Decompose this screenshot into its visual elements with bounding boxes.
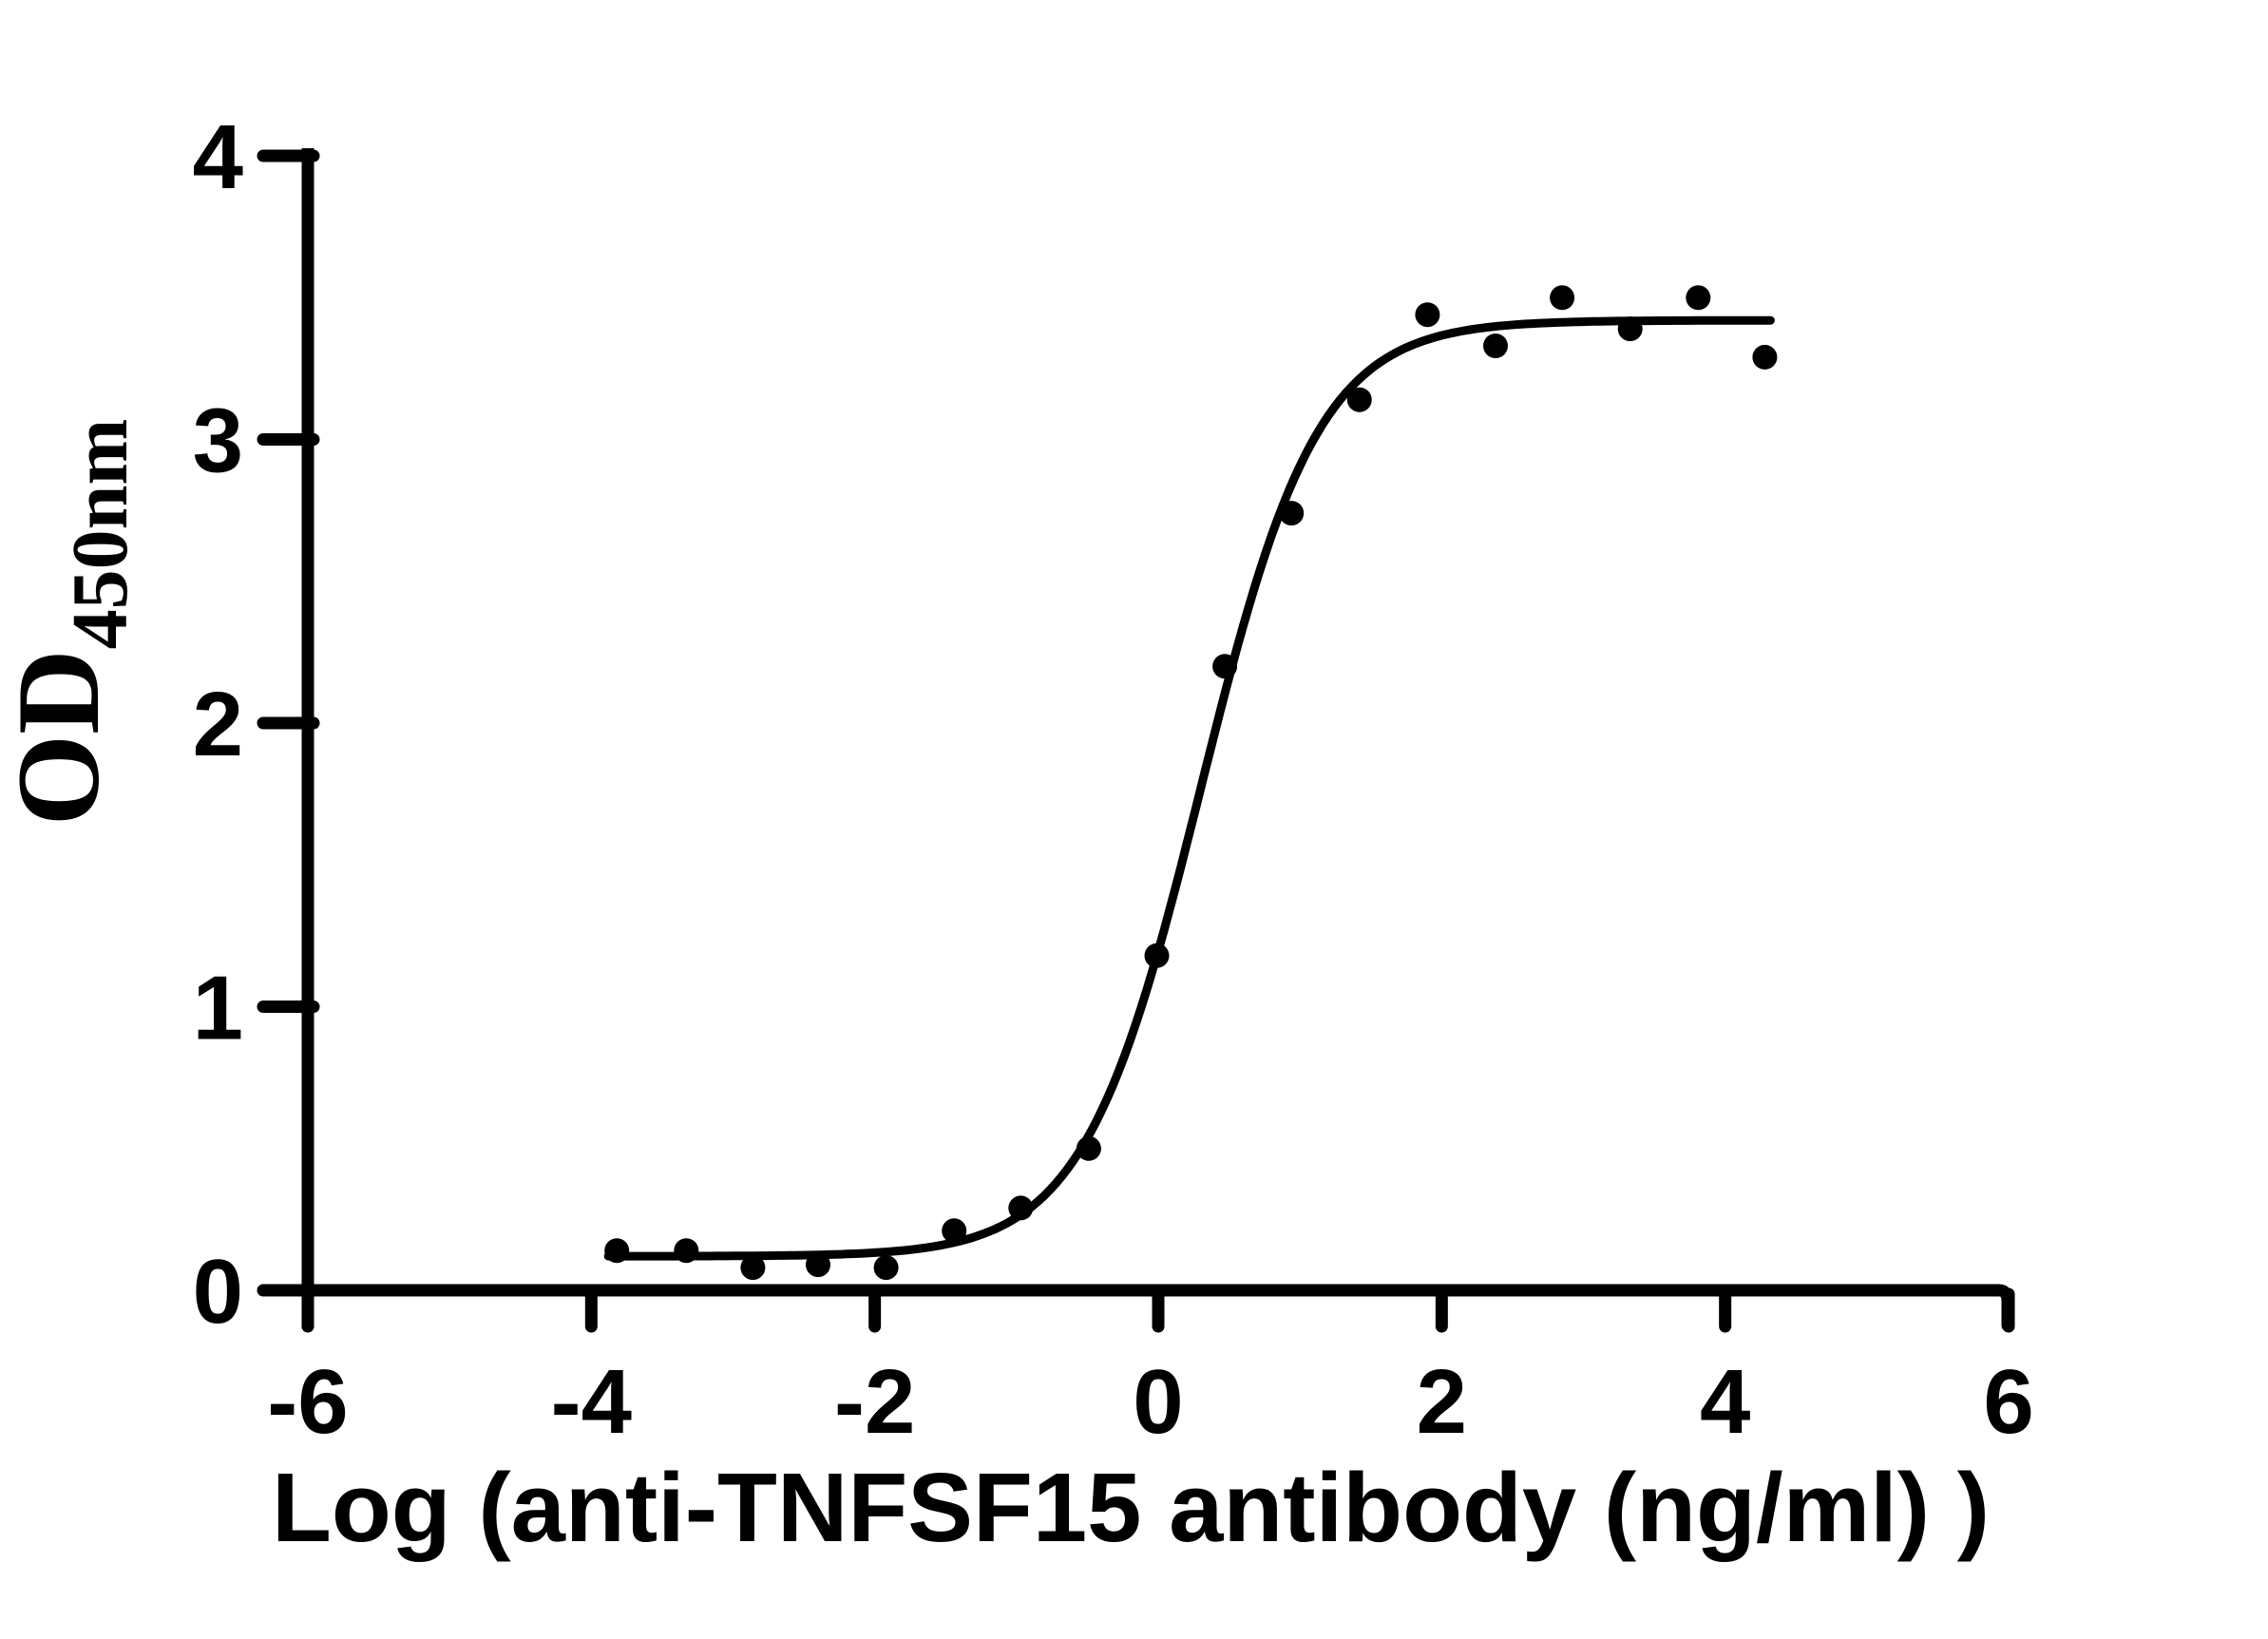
- y-tick-label: 1: [193, 958, 243, 1059]
- data-point: [740, 1255, 766, 1281]
- data-point: [1008, 1195, 1034, 1221]
- data-point: [1212, 654, 1238, 679]
- y-tick-label: 0: [193, 1241, 243, 1343]
- data-point: [806, 1252, 830, 1278]
- y-tick-label: 3: [193, 391, 243, 492]
- x-tick-label: -6: [267, 1351, 348, 1453]
- x-tick-label: 6: [1983, 1351, 2033, 1453]
- data-point: [1144, 943, 1170, 968]
- data-point: [1076, 1135, 1101, 1161]
- y-axis-title-base: OD: [0, 649, 124, 826]
- y-axis-title-subscript: 450nm: [56, 419, 144, 650]
- y-axis-title: OD450nm: [0, 419, 144, 827]
- data-point: [674, 1238, 699, 1264]
- data-point: [1752, 344, 1778, 370]
- data-point: [604, 1238, 630, 1264]
- data-point: [1617, 316, 1643, 342]
- data-point: [873, 1255, 899, 1281]
- x-tick-label: 4: [1700, 1351, 1750, 1453]
- x-axis-title: Log (anti-TNFSF15 antibody (ng/ml) ): [272, 1453, 1990, 1562]
- data-point: [1346, 387, 1372, 412]
- x-tick-label: -2: [834, 1351, 915, 1453]
- fit-curve: [603, 315, 1775, 1261]
- y-tick-label: 4: [193, 106, 243, 208]
- data-point: [1483, 334, 1508, 358]
- x-tick-label: 2: [1417, 1351, 1467, 1453]
- data-point: [942, 1218, 967, 1244]
- data-point: [1415, 302, 1440, 328]
- y-tick-label: 2: [193, 674, 243, 775]
- x-tick-label: 0: [1133, 1351, 1183, 1453]
- x-tick-label: -4: [551, 1351, 632, 1453]
- data-point: [1279, 501, 1305, 526]
- plot-layer: 0 1 2 3 4 -6 -4 -2 0 2 4 6: [193, 106, 2034, 1453]
- data-point: [1686, 285, 1711, 311]
- data-point: [1550, 285, 1575, 311]
